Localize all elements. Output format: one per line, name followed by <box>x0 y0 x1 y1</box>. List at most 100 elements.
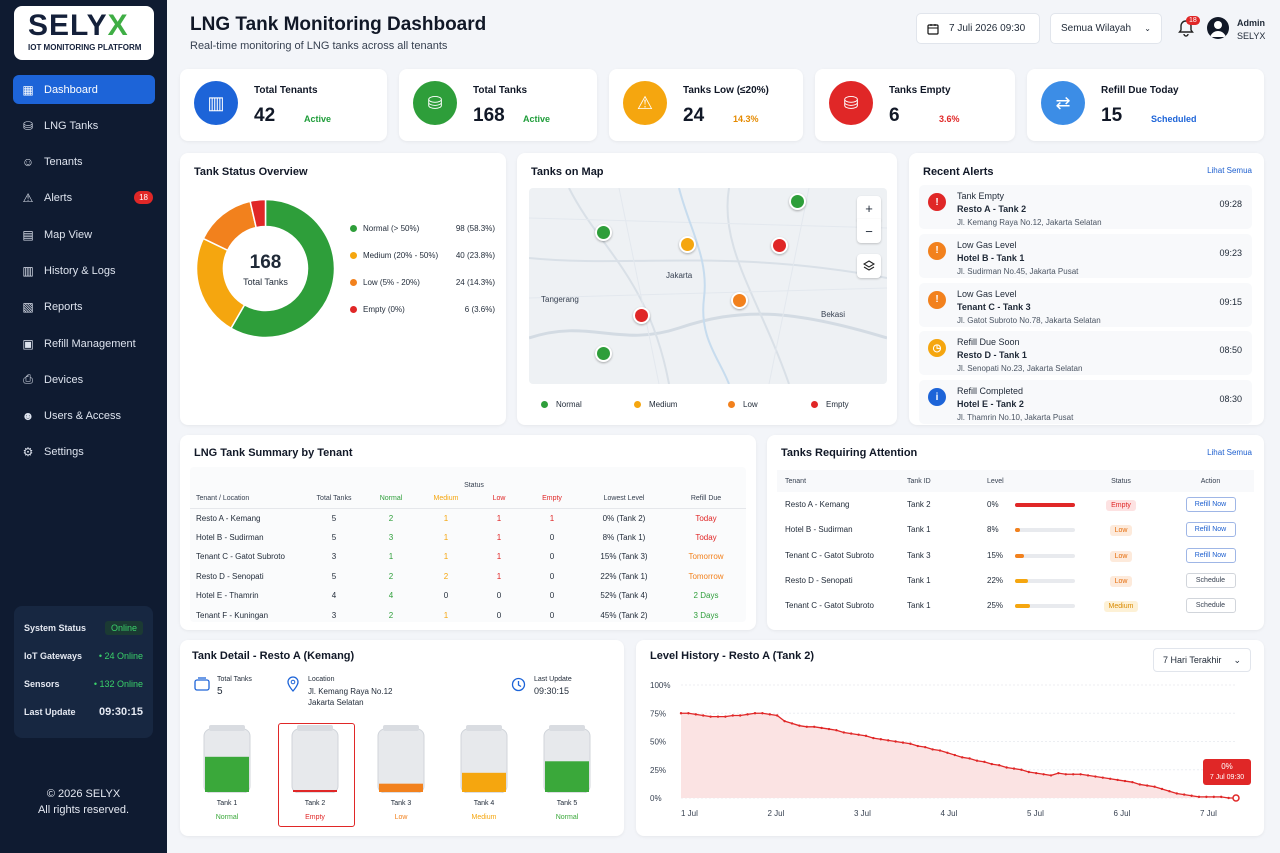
alert-time: 09:23 <box>1219 247 1242 258</box>
donut-slice-3[interactable] <box>249 198 267 229</box>
history-last-point[interactable] <box>1232 794 1240 802</box>
legend-label: Low (5% - 20%) <box>363 278 420 287</box>
alert-item[interactable]: ! Low Gas Level Hotel B - Tank 1 Jl. Sudirm… <box>919 233 1252 278</box>
page-title: LNG Tank Monitoring Dashboard <box>190 14 487 35</box>
alert-address: Jl. Sudirman No.45, Jakarta Pusat <box>957 266 1079 276</box>
zoom-out-button[interactable]: − <box>857 219 881 243</box>
layers-button[interactable] <box>857 254 881 278</box>
history-point <box>1146 784 1149 787</box>
column-header[interactable]: Medium <box>433 494 459 502</box>
column-header[interactable]: Tenant <box>785 477 807 485</box>
level-cell: 25% <box>979 593 1075 618</box>
alert-item[interactable]: ◷ Refill Due Soon Resto D - Tank 1 Jl. Seno… <box>919 331 1252 376</box>
tank-graphic[interactable] <box>542 725 592 793</box>
sidebar-item-dashboard[interactable]: ▦ Dashboard <box>13 75 155 104</box>
map-pin-medium[interactable] <box>679 236 696 253</box>
map-canvas[interactable] <box>529 188 887 384</box>
table-row[interactable]: Tenant C - Gatot Subroto Tank 3 15% Low Refi… <box>777 543 1254 568</box>
sidebar-item-label: Settings <box>44 446 84 459</box>
table-row[interactable]: Tenant F - Kuningan 3 2 1 0 0 45% (Tank 2) 3 Da… <box>190 606 746 626</box>
map-pin-empty[interactable] <box>771 237 788 254</box>
alert-item[interactable]: i Refill Completed Hotel E - Tank 2 Jl. Tha… <box>919 380 1252 425</box>
map-pin-low[interactable] <box>731 292 748 309</box>
alerts-see-all-link[interactable]: Lihat Semua <box>1207 166 1252 175</box>
tank-graphic[interactable] <box>459 725 509 793</box>
sidebar-item-devices[interactable]: ⎙ Devices <box>13 365 155 394</box>
sidebar-item-users-access[interactable]: ☻ Users & Access <box>13 402 155 431</box>
sidebar-item-lng-tanks[interactable]: ⛁ LNG Tanks <box>13 111 155 140</box>
table-row[interactable]: Resto A - Kemang 5 2 1 1 1 0% (Tank 2) Today <box>190 508 746 528</box>
tank-graphic[interactable] <box>202 725 252 793</box>
column-header[interactable]: Empty <box>542 494 562 502</box>
stat-card-tanks-low-[interactable]: ⚠ Tanks Low (≤20%) 24 14.3% <box>609 69 803 141</box>
sidebar-item-refill-management[interactable]: ▣ Refill Management <box>13 329 155 358</box>
stat-card-refill-due-today[interactable]: ⇄ Refill Due Today 15 Scheduled <box>1027 69 1264 141</box>
history-point <box>1205 795 1208 799</box>
map-pin-normal[interactable] <box>789 193 806 210</box>
tenant-cell: Hotel B - Sudirman <box>785 525 853 535</box>
alert-time: 08:50 <box>1219 345 1242 356</box>
refill-icon: ▣ <box>22 336 34 351</box>
status-overview-card: Tank Status Overview <box>180 153 506 425</box>
column-header[interactable]: Tank ID <box>907 477 931 485</box>
column-header[interactable]: Normal <box>379 494 403 502</box>
table-row[interactable]: Hotel E - Thamrin 4 4 0 0 0 52% (Tank 4) 2 Days <box>190 586 746 606</box>
zoom-in-button[interactable]: + <box>857 196 881 220</box>
sidebar-item-history-logs[interactable]: ▥ History & Logs <box>13 256 155 285</box>
history-point <box>687 712 690 715</box>
stat-card-total-tenants[interactable]: ▥ Total Tenants 42 Active <box>180 69 387 141</box>
avatar[interactable] <box>1207 17 1229 39</box>
map-pin-normal[interactable] <box>595 224 612 241</box>
column-header[interactable]: Level <box>987 477 1004 485</box>
date-picker[interactable]: 7 Juli 2026 09:30 <box>916 13 1040 44</box>
tank-graphic[interactable] <box>290 725 340 793</box>
table-row[interactable]: Resto A - Kemang Tank 2 0% Empty Refill Now <box>777 492 1254 517</box>
column-header[interactable]: Refill Due <box>690 494 722 502</box>
column-header[interactable]: Status <box>1111 477 1131 485</box>
attention-see-all-link[interactable]: Lihat Semua <box>1207 448 1252 457</box>
schedule-button[interactable]: Schedule <box>1185 598 1236 614</box>
sidebar-item-reports[interactable]: ▧ Reports <box>13 293 155 322</box>
user-menu[interactable]: Admin SELYX <box>1237 17 1265 43</box>
donut-slice-0[interactable] <box>229 198 336 339</box>
sidebar-item-tenants[interactable]: ☺ Tenants <box>13 148 155 177</box>
map-pin-normal[interactable] <box>595 345 612 362</box>
column-header[interactable]: Lowest Level <box>603 494 645 502</box>
column-header[interactable]: Action <box>1200 477 1221 485</box>
column-header[interactable]: Low <box>492 494 506 502</box>
history-point <box>1101 776 1104 779</box>
column-header[interactable]: Total Tanks <box>316 494 352 502</box>
alert-item[interactable]: ! Low Gas Level Tenant C - Tank 3 Jl. Gatot… <box>919 282 1252 327</box>
history-point <box>1175 792 1178 795</box>
table-row[interactable]: Resto D - Senopati 5 2 2 1 0 22% (Tank 1) Tomor… <box>190 567 746 587</box>
tank-graphic[interactable] <box>376 725 426 793</box>
logo[interactable]: SELYX IOT MONITORING PLATFORM <box>14 6 154 60</box>
table-row[interactable]: Hotel B - Sudirman Tank 1 8% Low Refill Now <box>777 517 1254 542</box>
donut-legend-item: Medium (20% - 50%) 40 (23.8%) <box>350 251 495 260</box>
history-point <box>724 715 727 718</box>
history-point <box>827 727 831 731</box>
table-cell: 3 <box>331 610 337 620</box>
refill-now-button[interactable]: Refill Now <box>1185 522 1236 538</box>
schedule-button[interactable]: Schedule <box>1185 573 1236 589</box>
sidebar-item-settings[interactable]: ⚙ Settings <box>13 438 155 467</box>
sidebar-item-alerts[interactable]: ⚠ Alerts 18 <box>13 184 155 213</box>
table-row[interactable]: Resto D - Senopati Tank 1 22% Low Schedule <box>777 568 1254 593</box>
table-row[interactable]: Tenant C - Gatot Subroto 3 1 1 1 0 15% (Tank 3… <box>190 547 746 567</box>
refill-now-button[interactable]: Refill Now <box>1185 547 1236 563</box>
history-range-select[interactable]: 7 Hari Terakhir ⌄ <box>1153 648 1251 672</box>
map-pin-empty[interactable] <box>633 307 650 324</box>
legend-value: 98 (58.3%) <box>455 224 495 233</box>
history-point <box>916 744 919 748</box>
sidebar-item-map-view[interactable]: ▤ Map View <box>13 220 155 249</box>
region-select[interactable]: Semua Wilayah ⌄ <box>1050 13 1162 44</box>
level-value: 15% <box>987 550 1004 560</box>
column-header[interactable]: Tenant / Location <box>196 494 250 502</box>
alert-item[interactable]: ! Tank Empty Resto A - Tank 2 Jl. Kemang Ra… <box>919 185 1252 229</box>
donut-slice-2[interactable] <box>202 200 258 252</box>
table-row[interactable]: Hotel B - Sudirman 5 3 1 1 0 8% (Tank 1) Today <box>190 528 746 548</box>
table-row[interactable]: Tenant C - Gatot Subroto Tank 1 25% Medium S… <box>777 593 1254 618</box>
stat-card-total-tanks[interactable]: ⛁ Total Tanks 168 Active <box>399 69 597 141</box>
stat-card-tanks-empty[interactable]: ⛁ Tanks Empty 6 3.6% <box>815 69 1015 141</box>
refill-now-button[interactable]: Refill Now <box>1185 497 1236 513</box>
